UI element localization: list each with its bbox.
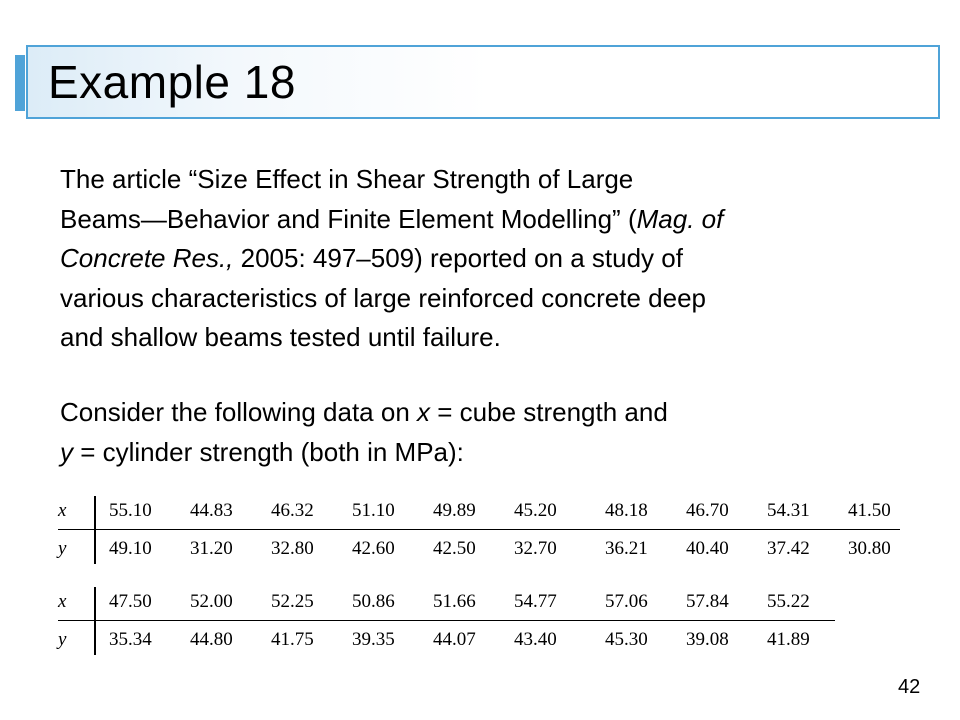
journal-name: Concrete Res., [60,243,234,273]
text-line: 2005: 497–509) reported on a study of [233,243,683,273]
text-line: and shallow beams tested until failure. [60,322,501,352]
title-frame [26,45,940,119]
table-cell: 46.70 [686,500,729,521]
data-table-block-1: x 55.10 44.83 46.32 51.10 49.89 45.20 48… [58,492,908,568]
table-cell: 50.86 [352,591,395,612]
table-cell: 35.34 [109,629,152,650]
variable-x: x [417,397,431,427]
table-cell: 54.31 [767,500,810,521]
table-cell: 54.77 [514,591,557,612]
table-cell: 39.35 [352,629,395,650]
text-line: Consider the following data on [60,397,418,427]
table-cell: 32.70 [514,538,557,559]
table-cell: 57.06 [605,591,648,612]
table-cell: 45.30 [605,629,648,650]
table-cell: 45.20 [514,500,557,521]
table-cell: 52.25 [271,591,314,612]
table-cell: 51.10 [352,500,395,521]
table-row-y: y 35.34 44.80 41.75 39.35 44.07 43.40 45… [58,621,908,659]
article-description: The article “Size Effect in Shear Streng… [60,160,940,358]
table-row-x: x 55.10 44.83 46.32 51.10 49.89 45.20 48… [58,492,908,530]
table-cell: 40.40 [686,538,729,559]
text-line: The article “Size Effect in Shear Streng… [60,164,634,194]
table-cell: 46.32 [271,500,314,521]
table-row-x: x 47.50 52.00 52.25 50.86 51.66 54.77 57… [58,583,908,621]
table-cell: 55.10 [109,500,152,521]
table-cell: 49.10 [109,538,152,559]
journal-name: Mag. of [636,203,724,234]
text-line: = cube strength and [430,397,668,427]
table-cell: 41.50 [848,500,891,521]
row-label-y: y [58,538,67,559]
table-cell: 44.07 [433,629,476,650]
page-number: 42 [898,676,921,698]
table-cell: 47.50 [109,591,152,612]
data-intro: Consider the following data on x = cube … [60,393,940,472]
table-cell: 49.89 [433,500,476,521]
data-table-block-2: x 47.50 52.00 52.25 50.86 51.66 54.77 57… [58,583,908,659]
table-rule [58,529,900,530]
table-cell: 42.50 [433,538,476,559]
table-cell: 30.80 [848,538,891,559]
table-cell: 44.80 [190,629,233,650]
text-line: various characteristics of large reinfor… [60,282,706,313]
text-line: Beams—Behavior and Finite Element Modell… [60,203,637,234]
table-cell: 52.00 [190,591,233,612]
table-cell: 55.22 [767,591,810,612]
row-label-y: y [58,629,67,650]
table-cell: 48.18 [605,500,648,521]
table-cell: 57.84 [686,591,729,612]
table-cell: 37.42 [767,538,810,559]
table-cell: 51.66 [433,591,476,612]
table-cell: 44.83 [190,500,233,521]
table-cell: 32.80 [271,538,314,559]
table-cell: 36.21 [605,538,648,559]
table-divider [94,587,96,655]
variable-y: y [60,436,73,467]
table-cell: 39.08 [686,629,729,650]
table-rule [58,620,835,621]
title-accent-bar [15,55,25,111]
slide-title: Example 18 [48,56,296,108]
table-cell: 41.89 [767,629,810,650]
table-cell: 42.60 [352,538,395,559]
table-divider [94,496,96,564]
row-label-x: x [58,591,67,612]
title-background-gradient [28,47,488,117]
text-line: = cylinder strength (both in MPa): [73,436,464,467]
table-cell: 43.40 [514,629,557,650]
table-cell: 31.20 [190,538,233,559]
table-row-y: y 49.10 31.20 32.80 42.60 42.50 32.70 36… [58,530,908,568]
row-label-x: x [58,500,67,521]
table-cell: 41.75 [271,629,314,650]
